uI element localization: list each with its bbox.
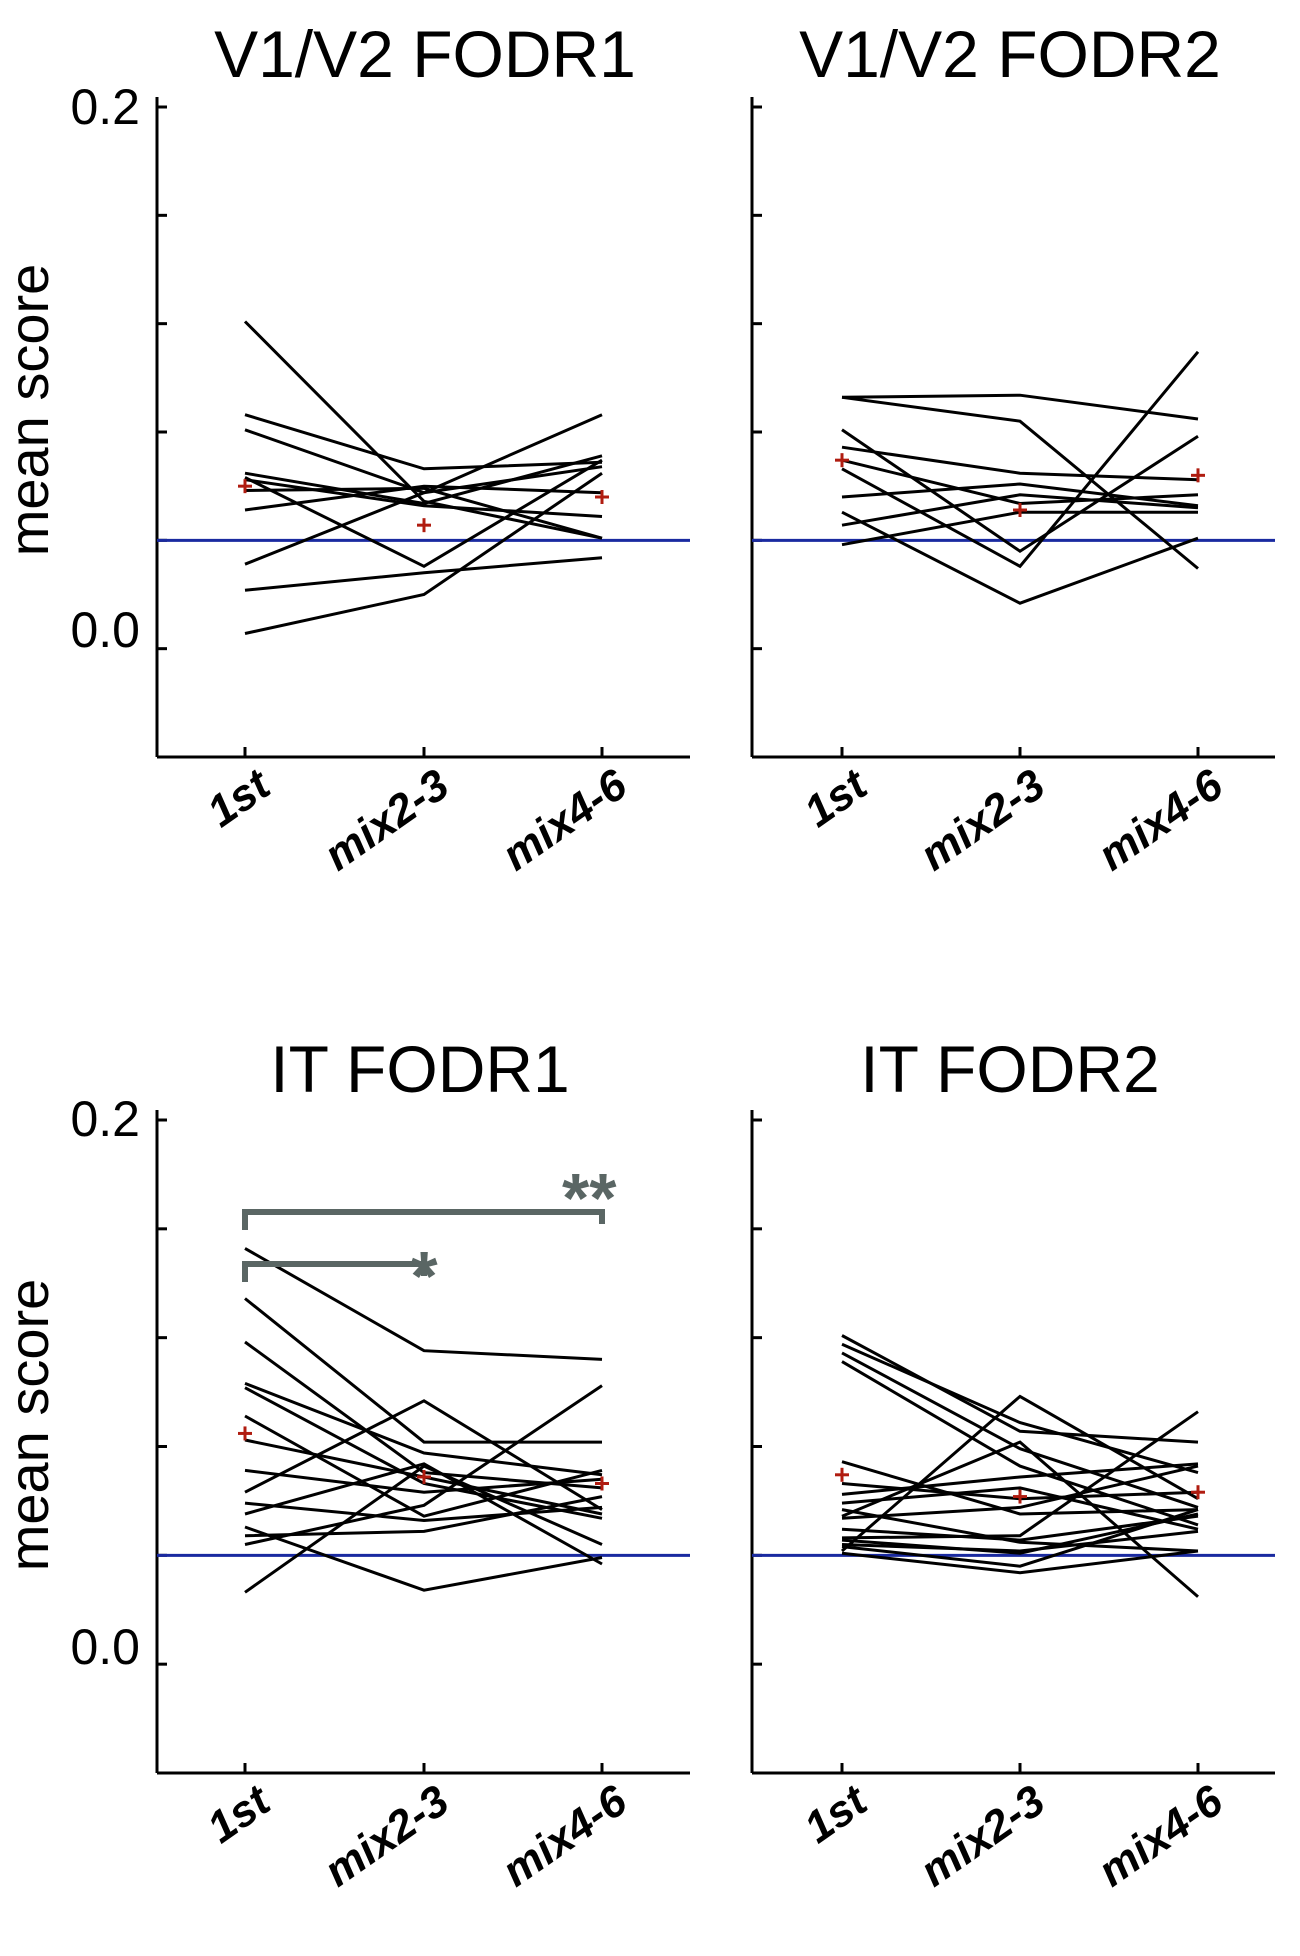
- x-tick-label: mix4-6: [1089, 1776, 1232, 1896]
- plot-area: 1st mix2-3 mix4-6: [750, 97, 1275, 880]
- series-line: [841, 510, 1199, 605]
- plot-area: 1st mix2-3 mix4-6: [155, 97, 690, 880]
- ytick-label-max: 0.2: [70, 1091, 140, 1147]
- plot-area: 1st mix2-3 mix4-6: [750, 1110, 1275, 1896]
- ytick-label-zero: 0.0: [70, 602, 140, 658]
- x-tick-label: 1st: [199, 759, 281, 837]
- x-tick-label: 1st: [796, 1775, 878, 1853]
- series-line: [841, 1394, 1199, 1553]
- series-line: [841, 1462, 1199, 1496]
- series-line: [244, 1525, 603, 1592]
- series-line: [244, 471, 603, 635]
- significance-label: **: [562, 1159, 617, 1237]
- mean-marker: [595, 490, 609, 504]
- series-line: [841, 1529, 1199, 1553]
- series-line: [244, 484, 603, 512]
- series-line: [244, 1247, 603, 1361]
- series-line: [841, 1464, 1199, 1520]
- mean-marker: [835, 453, 849, 468]
- series-line: [244, 1382, 603, 1477]
- mean-marker: [1191, 1485, 1205, 1500]
- ytick-label-zero: 0.0: [70, 1619, 140, 1675]
- series-line: [244, 1297, 602, 1444]
- series-line: [841, 1410, 1199, 1540]
- mean-marker: [238, 1426, 252, 1441]
- x-tick-label: mix4-6: [493, 760, 636, 880]
- panel-it-fodr1: IT FODR1 0.2 0.0 mean score 1st mix2-3 mix…: [0, 1032, 690, 1896]
- series-line: [841, 395, 1199, 570]
- series-line: [841, 393, 1199, 421]
- series-line: [244, 458, 603, 569]
- panel-title: IT FODR1: [270, 1032, 569, 1106]
- series-line: [841, 350, 1200, 569]
- significance-bracket: [242, 1209, 605, 1230]
- series-line: [244, 413, 603, 566]
- series-line: [841, 1460, 1199, 1516]
- x-tick-label: 1st: [796, 759, 878, 837]
- series-line: [841, 1512, 1199, 1555]
- series-line: [841, 1514, 1199, 1542]
- series-line: [244, 1468, 603, 1494]
- panel-title: IT FODR2: [860, 1032, 1159, 1106]
- series-line: [841, 482, 1199, 508]
- mean-marker: [1191, 468, 1205, 483]
- series-line: [244, 1501, 603, 1523]
- mean-marker: [1013, 503, 1027, 517]
- panel-title: V1/V2 FODR1: [214, 17, 636, 91]
- y-axis-label: mean score: [0, 264, 60, 557]
- series-line: [841, 1334, 1199, 1444]
- mean-marker: [417, 1469, 431, 1484]
- ytick-label-max: 0.2: [70, 79, 140, 135]
- panel-v1v2-fodr1: V1/V2 FODR1 0.2 0.0 mean score 1st mix2-3…: [0, 17, 690, 880]
- mean-marker: [417, 518, 431, 533]
- x-tick-label: mix2-3: [911, 1776, 1053, 1896]
- series-line: [841, 1549, 1199, 1575]
- mean-marker: [595, 1476, 609, 1491]
- mean-marker: [835, 1467, 849, 1482]
- series-line: [244, 454, 603, 506]
- plot-area: 1st mix2-3 mix4-6***: [155, 1110, 690, 1896]
- series-line: [244, 556, 603, 592]
- panel-v1v2-fodr2: V1/V2 FODR2 1st mix2-3 mix4-6: [750, 17, 1275, 880]
- series-line: [243, 320, 603, 540]
- series-line: [841, 1440, 1199, 1598]
- x-tick-label: mix4-6: [493, 1776, 636, 1896]
- series-line: [244, 1495, 603, 1538]
- series-line: [244, 486, 603, 540]
- series-line: [841, 1508, 1199, 1553]
- x-tick-label: mix2-3: [315, 1776, 457, 1896]
- x-tick-label: mix2-3: [315, 760, 457, 880]
- series-line: [841, 428, 1199, 554]
- series-line: [244, 1384, 603, 1546]
- series-line: [841, 1351, 1199, 1509]
- x-tick-label: mix4-6: [1089, 760, 1232, 880]
- series-line: [244, 1462, 603, 1566]
- series-line: [841, 1360, 1199, 1527]
- series-line: [244, 1414, 603, 1518]
- series-line: [841, 1342, 1199, 1475]
- series-line: [244, 1464, 603, 1594]
- significance-bracket: [242, 1261, 427, 1282]
- series-line: [244, 1399, 603, 1511]
- panel-title: V1/V2 FODR2: [799, 17, 1221, 91]
- x-tick-label: mix2-3: [911, 760, 1053, 880]
- significance-label: *: [410, 1237, 438, 1315]
- mean-marker: [1013, 1489, 1027, 1504]
- series-line: [244, 413, 603, 471]
- x-tick-label: 1st: [199, 1775, 281, 1853]
- mean-marker: [238, 479, 252, 494]
- series-line: [841, 445, 1199, 482]
- y-axis-label: mean score: [0, 1279, 60, 1572]
- panel-it-fodr2: IT FODR2 1st mix2-3 mix4-6: [750, 1032, 1275, 1896]
- series-line: [841, 493, 1199, 527]
